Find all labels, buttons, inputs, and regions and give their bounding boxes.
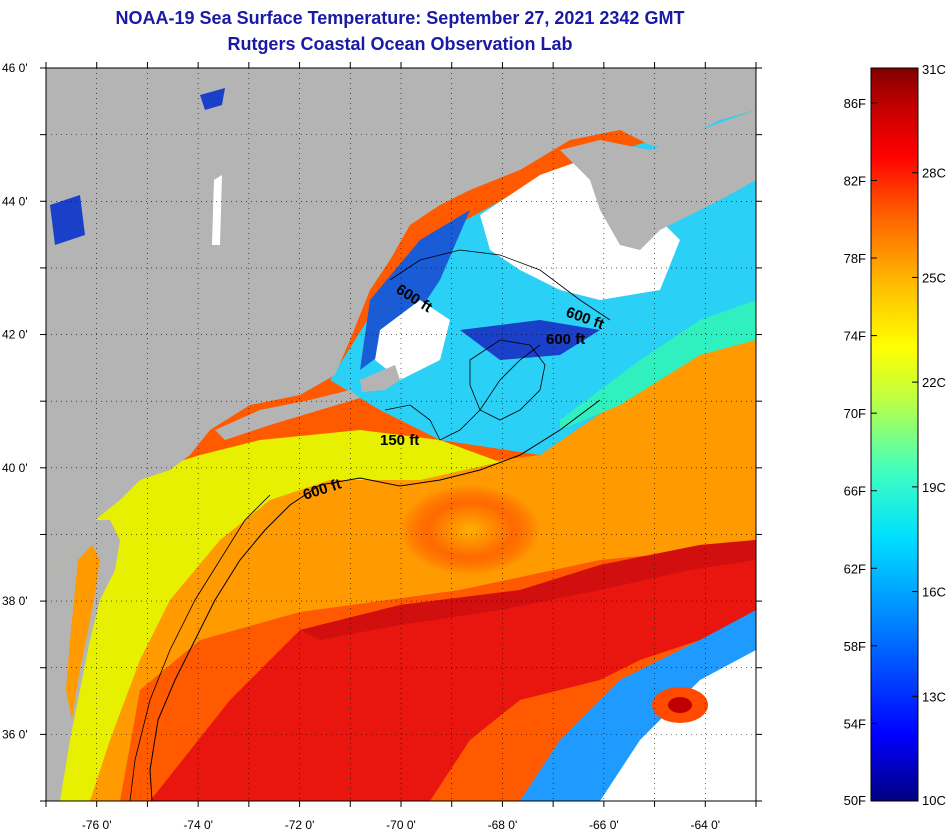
southeast-clouds xyxy=(600,650,756,801)
map-title: NOAA-19 Sea Surface Temperature: Septemb… xyxy=(115,8,685,28)
lat-label: 38 0' xyxy=(2,594,28,608)
colorbar-fahrenheit-label: 78F xyxy=(844,251,866,266)
contour-150ft xyxy=(384,344,541,441)
contour-label-nantucket-shoals: 150 ft xyxy=(380,432,419,449)
land-northeast-us xyxy=(46,68,756,580)
lon-label: -68 0' xyxy=(488,818,518,832)
colorbar-fahrenheit-label: 54F xyxy=(844,716,866,731)
slope-water xyxy=(46,330,756,801)
land-mid-atlantic xyxy=(46,520,120,801)
colorbar-celsius-label: 25C xyxy=(922,270,946,285)
lon-label: -74 0' xyxy=(183,818,213,832)
temperature-colorbar xyxy=(870,67,919,802)
land-long-island xyxy=(215,390,360,440)
contour-label-georges-south: 600 ft xyxy=(546,331,585,348)
lon-label: -76 0' xyxy=(82,818,112,832)
contour-shelf-inner xyxy=(129,494,271,801)
colorbar-celsius-label: 22C xyxy=(922,375,946,390)
shelf-water xyxy=(46,430,500,801)
lake-3 xyxy=(212,175,222,245)
lat-label: 46 0' xyxy=(2,61,28,75)
lat-label: 44 0' xyxy=(2,194,28,208)
contour-georges-bank xyxy=(469,339,546,421)
lon-label: -70 0' xyxy=(386,818,416,832)
contour-gulf-of-maine xyxy=(389,249,611,321)
colorbar-labels: 31C 28C 25C 22C 19C 16C 13C 10C 86F 82F 78F 74F 70F 6… xyxy=(844,62,946,808)
lon-label: -66 0' xyxy=(589,818,619,832)
colorbar-celsius-label: 28C xyxy=(922,166,946,181)
warm-core-eddy xyxy=(400,485,540,575)
colorbar-fahrenheit-label: 82F xyxy=(844,173,866,188)
lon-label: -72 0' xyxy=(285,818,315,832)
colorbar-fahrenheit-label: 86F xyxy=(844,96,866,111)
colorbar-fahrenheit-label: 50F xyxy=(844,793,866,808)
lon-label: -64 0' xyxy=(690,818,720,832)
colorbar-celsius-label: 10C xyxy=(922,793,946,808)
colorbar-fahrenheit-label: 66F xyxy=(844,484,866,499)
colorbar-fahrenheit-label: 74F xyxy=(844,329,866,344)
gulf-stream-core xyxy=(300,540,756,640)
land-cape-cod xyxy=(360,365,400,392)
lake-1 xyxy=(200,88,225,110)
lat-label: 42 0' xyxy=(2,328,28,342)
map-subtitle: Rutgers Coastal Ocean Observation Lab xyxy=(227,34,573,54)
contour-600ft-shelf-break xyxy=(149,399,601,801)
colorbar-celsius-label: 19C xyxy=(922,480,946,495)
lat-label: 36 0' xyxy=(2,727,28,741)
lake-2 xyxy=(50,195,85,245)
colorbar-fahrenheit-label: 70F xyxy=(844,406,866,421)
land-nova-scotia xyxy=(560,110,756,250)
gulf-stream xyxy=(150,540,756,801)
chesapeake-bay xyxy=(66,545,100,720)
lat-label: 40 0' xyxy=(2,461,28,475)
colorbar-celsius-label: 16C xyxy=(922,585,946,600)
colorbar-celsius-label: 31C xyxy=(922,62,946,77)
axis-ticks: 46 0' 44 0' 42 0' 40 0' 38 0' 36 0' -76 0' -74 … xyxy=(2,61,762,832)
colorbar-fahrenheit-label: 58F xyxy=(844,639,866,654)
colorbar-fahrenheit-label: 62F xyxy=(844,561,866,576)
colorbar-celsius-label: 13C xyxy=(922,689,946,704)
